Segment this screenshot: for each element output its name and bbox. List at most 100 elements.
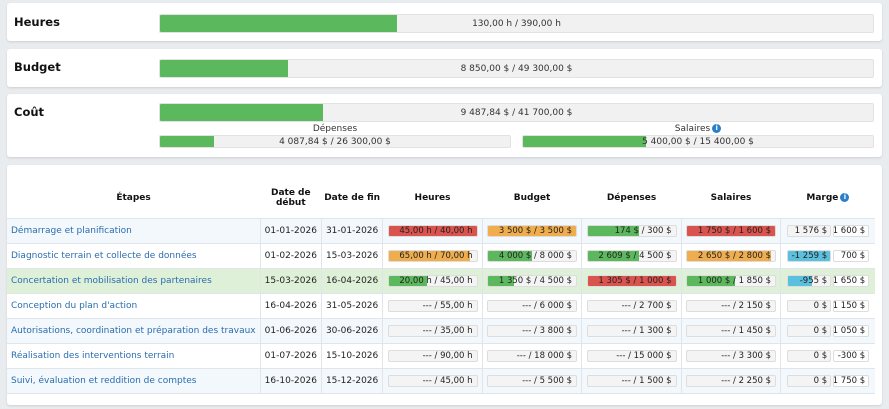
margin-value: 0 $ xyxy=(813,375,828,386)
margin-group: -1 259 $ 700 $ xyxy=(785,249,871,262)
salaries-progress-bar: 2 650 $ / 2 800 $ xyxy=(686,249,777,262)
hours-progress-bar: 65,00 h / 70,00 h xyxy=(387,249,478,262)
expenses-progress-text: 174 $ / 300 $ xyxy=(614,225,672,236)
margin-value: -1 259 $ xyxy=(791,250,828,261)
margin-value: 0 $ xyxy=(813,300,828,311)
start-date: 16-04-2026 xyxy=(260,292,322,318)
salaries-progress-text: --- / 3 300 $ xyxy=(721,350,772,361)
hours-cell: --- / 35,00 h xyxy=(382,317,483,343)
header-hours: Heures xyxy=(414,192,451,203)
stage-link[interactable]: Diagnostic terrain et collecte de donnée… xyxy=(7,242,261,268)
budget-cell: --- / 18 000 $ xyxy=(482,342,583,368)
salaries-progress-bar: 5 400,00 $ / 15 400,00 $ xyxy=(522,135,874,148)
header-end: Date de fin xyxy=(324,192,381,203)
margin-cell: 0 $ 1 150 $ xyxy=(780,292,875,318)
table-row: Diagnostic terrain et collecte de donnée… xyxy=(7,242,875,268)
hours-progress-fill xyxy=(388,275,428,286)
hours-progress-text: 65,00 h / 70,00 h xyxy=(399,250,473,261)
stage-link[interactable]: Suivi, évaluation et reddition de compte… xyxy=(7,367,261,394)
margin-group: 0 $ 1 150 $ xyxy=(785,299,871,312)
hours-progress-bar: 130,00 h / 390,00 h xyxy=(159,14,874,33)
hours-cell: --- / 45,00 h xyxy=(382,367,483,394)
hours-progress-bar: --- / 55,00 h xyxy=(387,299,478,312)
expenses-progress-bar: 1 305 $ / 1 000 $ xyxy=(586,274,677,287)
stage-link[interactable]: Conception du plan d'action xyxy=(7,292,261,318)
stage-link[interactable]: Réalisation des interventions terrain xyxy=(7,342,261,368)
salaries-cell: 2 650 $ / 2 800 $ xyxy=(681,242,782,268)
budget-cell: 4 000 $ / 8 000 $ xyxy=(482,242,583,268)
margin-value-box: 0 $ xyxy=(787,349,832,362)
hours-progress-fill xyxy=(160,15,398,32)
stage-link[interactable]: Autorisations, coordination et préparati… xyxy=(7,317,261,343)
budget-cell: 1 350 $ / 4 500 $ xyxy=(482,267,583,293)
stage-link[interactable]: Démarrage et planification xyxy=(7,217,261,243)
margin-total-box: 1 050 $ xyxy=(833,324,870,337)
end-date: 16-04-2026 xyxy=(321,267,384,293)
salaries-progress-fill xyxy=(687,225,776,236)
expenses-progress-fill xyxy=(587,275,676,286)
hours-progress-bar: --- / 45,00 h xyxy=(387,374,478,387)
expenses-progress-bar: --- / 1 500 $ xyxy=(586,374,677,387)
salaries-label: Salaires xyxy=(674,124,711,134)
header-expenses: Dépenses xyxy=(606,192,657,203)
salaries-progress-text: 5 400,00 $ / 15 400,00 $ xyxy=(642,136,754,147)
hours-progress-text: --- / 45,00 h xyxy=(422,375,473,386)
expenses-progress-bar: 4 087,84 $ / 26 300,00 $ xyxy=(159,135,511,148)
expenses-progress-bar: 174 $ / 300 $ xyxy=(586,224,677,237)
budget-progress-bar: 3 500 $ / 3 500 $ xyxy=(487,224,578,237)
start-date: 01-02-2026 xyxy=(260,242,322,268)
info-icon[interactable]: i xyxy=(712,124,722,133)
margin-group: -955 $ 1 650 $ xyxy=(785,274,871,287)
start-date: 01-07-2026 xyxy=(260,342,322,368)
margin-value-box: 0 $ xyxy=(787,324,832,337)
budget-progress-fill xyxy=(488,225,577,236)
margin-cell: 0 $ 1 750 $ xyxy=(780,367,875,394)
budget-progress-text: --- / 3 800 $ xyxy=(522,325,573,336)
budget-cell: --- / 5 500 $ xyxy=(482,367,583,394)
cost-progress-bar: 9 487,84 $ / 41 700,00 $ xyxy=(159,103,874,122)
margin-total: 1 650 $ xyxy=(833,275,866,286)
header-margin: Marge xyxy=(806,192,839,203)
budget-progress-text: 8 850,00 $ / 49 300,00 $ xyxy=(460,63,573,74)
margin-cell: 1 576 $ 1 600 $ xyxy=(780,217,875,243)
table-row: Démarrage et planification 01-01-2026 31-0… xyxy=(7,217,875,243)
hours-title: Heures xyxy=(14,15,60,29)
expenses-cell: 1 305 $ / 1 000 $ xyxy=(581,267,682,293)
margin-value: 0 $ xyxy=(813,350,828,361)
budget-progress-bar: --- / 3 800 $ xyxy=(487,324,578,337)
salaries-progress-text: --- / 2 250 $ xyxy=(721,375,772,386)
salaries-progress-bar: --- / 3 300 $ xyxy=(686,349,777,362)
salaries-progress-fill xyxy=(687,275,735,286)
table-row: Autorisations, coordination et préparati… xyxy=(7,317,875,343)
hours-cell: --- / 55,00 h xyxy=(382,292,483,318)
expenses-progress-text: 1 305 $ / 1 000 $ xyxy=(598,275,672,286)
margin-cell: 0 $ 1 050 $ xyxy=(780,317,875,343)
margin-value-box: 0 $ xyxy=(787,374,832,387)
salaries-cell: --- / 2 150 $ xyxy=(681,292,782,318)
budget-card: Budget 8 850,00 $ / 49 300,00 $ xyxy=(7,49,882,87)
budget-title: Budget xyxy=(14,60,61,74)
salaries-progress-bar: --- / 2 250 $ xyxy=(686,374,777,387)
budget-progress-bar: 8 850,00 $ / 49 300,00 $ xyxy=(159,59,874,78)
start-date: 01-06-2026 xyxy=(260,317,322,343)
expenses-progress-text: --- / 15 000 $ xyxy=(616,350,672,361)
expenses-progress-fill xyxy=(587,225,639,236)
info-icon[interactable]: i xyxy=(840,192,850,202)
margin-value-fill xyxy=(788,250,831,261)
expenses-progress-fill xyxy=(160,136,215,147)
hours-progress-bar: 20,00 h / 45,00 h xyxy=(387,274,478,287)
margin-value-fill xyxy=(788,275,813,286)
margin-total-box: 1 750 $ xyxy=(833,374,870,387)
budget-progress-fill xyxy=(488,275,515,286)
hours-progress-text: 130,00 h / 390,00 h xyxy=(472,18,561,29)
end-date: 15-03-2026 xyxy=(321,242,384,268)
budget-progress-bar: --- / 5 500 $ xyxy=(487,374,578,387)
hours-progress-text: --- / 55,00 h xyxy=(422,300,473,311)
stage-link[interactable]: Concertation et mobilisation des partena… xyxy=(7,267,261,293)
margin-value-box: -1 259 $ xyxy=(787,249,832,262)
margin-group: 0 $ -300 $ xyxy=(785,349,871,362)
margin-value: 0 $ xyxy=(813,325,828,336)
salaries-progress-text: --- / 2 150 $ xyxy=(721,300,772,311)
hours-progress-bar: 45,00 h / 40,00 h xyxy=(387,224,478,237)
margin-total: 1 750 $ xyxy=(833,375,866,386)
